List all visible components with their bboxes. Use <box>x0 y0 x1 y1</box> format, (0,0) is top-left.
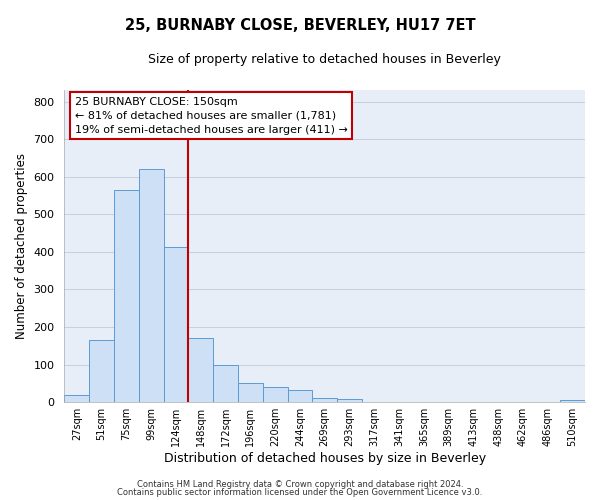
Bar <box>139 169 164 402</box>
Bar <box>164 247 188 402</box>
Bar <box>560 400 585 402</box>
X-axis label: Distribution of detached houses by size in Beverley: Distribution of detached houses by size … <box>164 452 486 465</box>
Y-axis label: Number of detached properties: Number of detached properties <box>15 153 28 339</box>
Text: Contains HM Land Registry data © Crown copyright and database right 2024.: Contains HM Land Registry data © Crown c… <box>137 480 463 489</box>
Bar <box>313 398 337 402</box>
Bar <box>89 340 114 402</box>
Bar <box>238 384 263 402</box>
Text: Contains public sector information licensed under the Open Government Licence v3: Contains public sector information licen… <box>118 488 482 497</box>
Text: 25, BURNABY CLOSE, BEVERLEY, HU17 7ET: 25, BURNABY CLOSE, BEVERLEY, HU17 7ET <box>125 18 475 32</box>
Bar <box>213 364 238 402</box>
Bar <box>337 399 362 402</box>
Title: Size of property relative to detached houses in Beverley: Size of property relative to detached ho… <box>148 52 501 66</box>
Text: 25 BURNABY CLOSE: 150sqm
← 81% of detached houses are smaller (1,781)
19% of sem: 25 BURNABY CLOSE: 150sqm ← 81% of detach… <box>75 96 347 134</box>
Bar <box>188 338 213 402</box>
Bar <box>287 390 313 402</box>
Bar <box>114 190 139 402</box>
Bar <box>64 396 89 402</box>
Bar <box>263 387 287 402</box>
